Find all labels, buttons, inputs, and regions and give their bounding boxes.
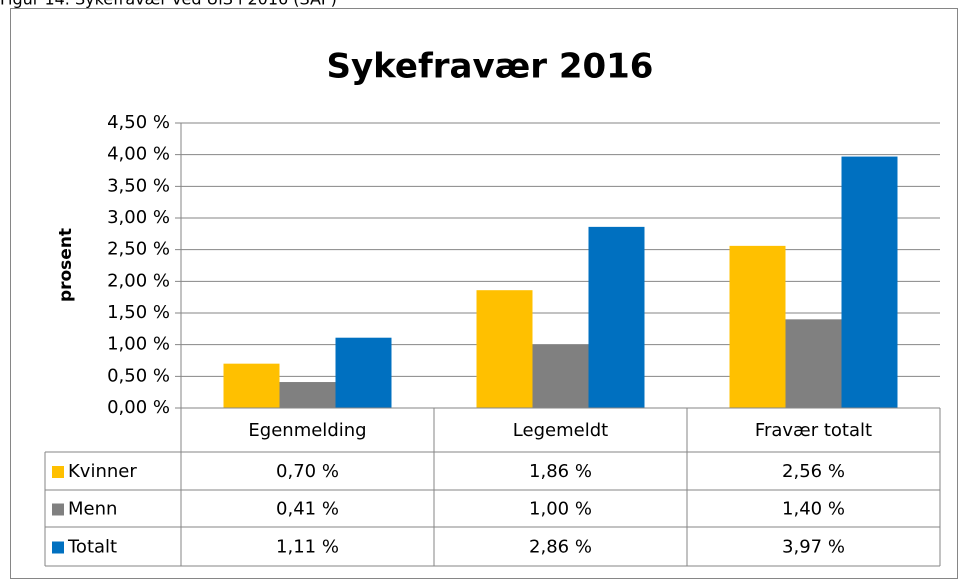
x-tick-label: Egenmelding (248, 420, 366, 441)
y-tick-label: 2,50 % (107, 239, 170, 260)
y-tick-label: 2,00 % (107, 270, 170, 291)
y-tick-label: 1,00 % (107, 334, 170, 355)
data-label: 0,70 % (276, 461, 339, 482)
legend-label: Kvinner (68, 461, 137, 482)
bar (279, 382, 336, 408)
legend-swatch (52, 541, 64, 554)
legend-label: Totalt (67, 537, 117, 558)
y-tick-label: 3,50 % (107, 175, 170, 196)
bar (785, 319, 842, 408)
bar (335, 337, 392, 408)
x-tick-label: Fravær totalt (755, 420, 872, 441)
data-label: 2,56 % (782, 461, 845, 482)
y-tick-label: 1,50 % (107, 302, 170, 323)
legend-swatch (52, 466, 64, 478)
bar (841, 156, 898, 408)
y-tick-label: 4,00 % (107, 144, 170, 165)
y-tick-label: 4,50 % (107, 112, 170, 133)
data-label: 1,00 % (529, 499, 592, 520)
data-label: 1,11 % (276, 537, 339, 558)
data-label: 1,40 % (782, 499, 845, 520)
y-tick-label: 3,00 % (107, 207, 170, 228)
chart-title: Sykefravær 2016 (327, 47, 654, 87)
legend-label: Menn (68, 499, 117, 520)
caption: Figur 14. Sykefravær ved UiS i 2016 (SAP… (0, 0, 337, 9)
bar (532, 344, 589, 408)
data-label: 3,97 % (782, 537, 845, 558)
y-axis-label: prosent (56, 228, 76, 302)
y-tick-label: 0,50 % (107, 365, 170, 386)
bar (588, 226, 645, 408)
legend-swatch (52, 503, 64, 516)
bar (729, 245, 786, 408)
y-tick-label: 0,00 % (107, 397, 170, 418)
x-tick-label: Legemeldt (513, 420, 608, 441)
bar (476, 290, 533, 408)
data-label: 0,41 % (276, 499, 339, 520)
data-label: 1,86 % (529, 461, 592, 482)
bar (223, 363, 280, 408)
data-label: 2,86 % (529, 537, 592, 558)
